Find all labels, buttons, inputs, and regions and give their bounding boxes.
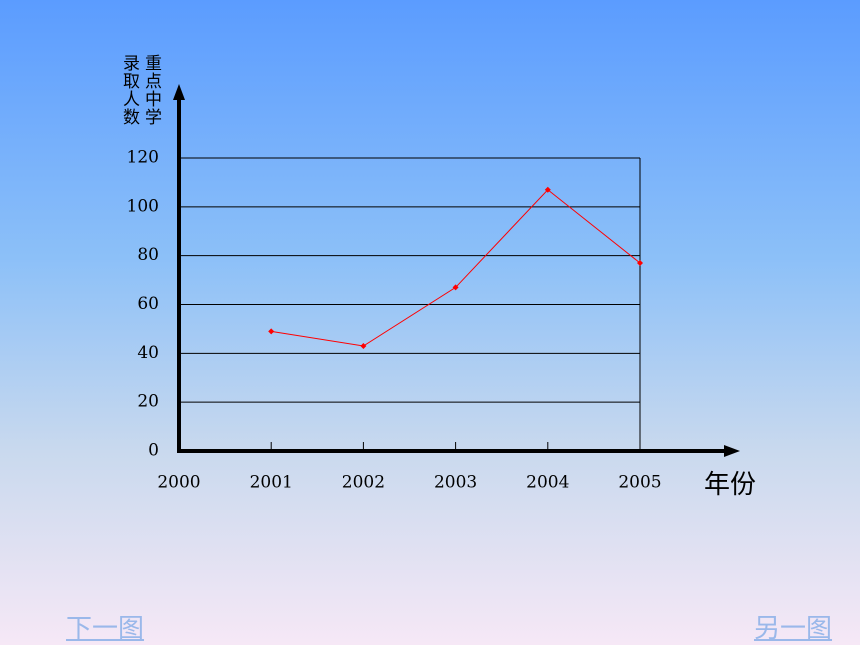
point	[544, 186, 551, 193]
x-tick-label: 2002	[342, 473, 385, 493]
y-axis-arrow	[173, 84, 185, 100]
y-tick-label: 40	[137, 343, 159, 363]
y-tick-label: 80	[137, 245, 159, 265]
x-tick-label: 2001	[250, 473, 293, 493]
y-tick-label: 120	[127, 148, 159, 168]
point	[452, 284, 459, 291]
x-tick-label: 2004	[526, 473, 569, 493]
y-tick-label: 20	[137, 392, 159, 412]
y-tick-label: 60	[137, 294, 159, 314]
x-axis-arrow	[724, 445, 740, 457]
next-link[interactable]: 下一图	[66, 614, 145, 644]
x-tick-label: 2000	[157, 473, 200, 493]
other-link[interactable]: 另一图	[754, 614, 833, 644]
x-axis-label: 年份	[704, 470, 757, 500]
y-axis-label: 重点中学录取人数	[119, 54, 161, 126]
point	[360, 343, 367, 350]
y-tick-label: 100	[127, 196, 159, 216]
point	[637, 259, 643, 266]
x-tick-label: 2003	[434, 473, 477, 493]
x-tick-label: 2005	[618, 473, 661, 493]
line	[271, 189, 641, 347]
point	[268, 328, 275, 335]
y-tick-label: 0	[148, 441, 159, 461]
